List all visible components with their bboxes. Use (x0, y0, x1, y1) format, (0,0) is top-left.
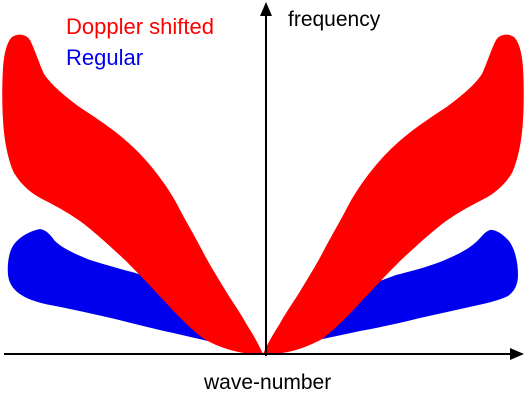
legend-doppler-shifted: Doppler shifted (66, 14, 214, 39)
arrow-up-icon (260, 2, 272, 16)
arrow-right-icon (510, 348, 524, 360)
y-axis-label: frequency (288, 8, 381, 31)
doppler-band-right (263, 34, 524, 355)
legend-regular: Regular (66, 45, 144, 70)
doppler-band-left (2, 34, 263, 355)
x-axis-label: wave-number (204, 371, 332, 394)
